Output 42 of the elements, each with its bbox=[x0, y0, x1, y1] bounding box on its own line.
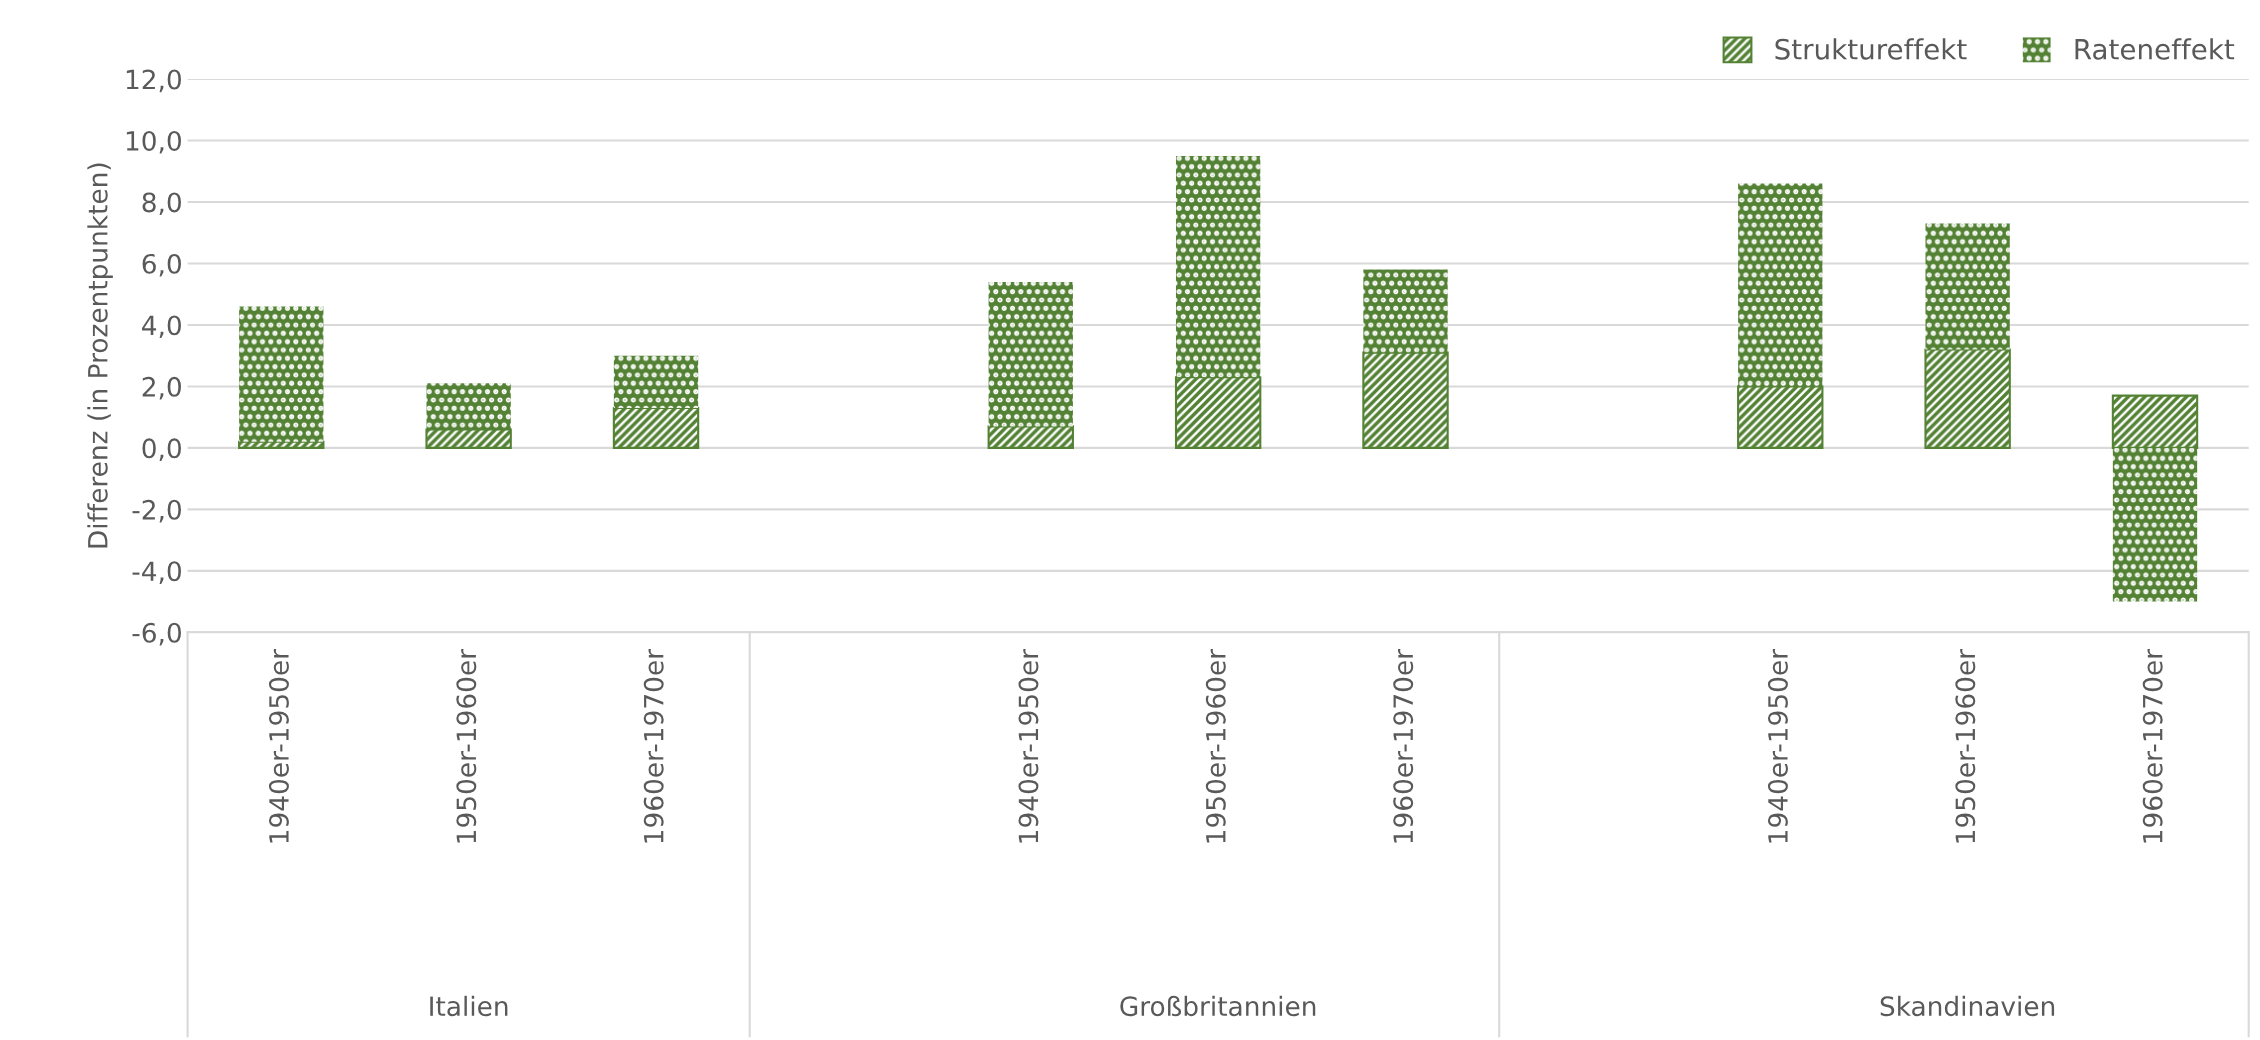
bar bbox=[2112, 447, 2198, 602]
y-tick-label: -6,0 bbox=[132, 622, 181, 646]
y-axis-title: Differenz (in Prozentpunkten) bbox=[87, 163, 113, 548]
bar bbox=[425, 428, 512, 449]
x-tick-label: 1960er-1970er bbox=[643, 648, 664, 843]
bar bbox=[1738, 183, 1823, 387]
x-tick-label: 1940er-1950er bbox=[1767, 648, 1788, 843]
y-tick-label: -2,0 bbox=[132, 499, 181, 523]
bar bbox=[2111, 394, 2199, 449]
bar bbox=[239, 306, 324, 442]
x-tick-label: 1950er-1960er bbox=[456, 648, 477, 843]
bar bbox=[612, 406, 700, 449]
x-tick-label: 1960er-1970er bbox=[2142, 648, 2163, 843]
text: Skandinavien bbox=[1880, 995, 2055, 1017]
y-tick-label: 10,0 bbox=[126, 130, 181, 154]
x-tick-label: 1960er-1970er bbox=[1393, 648, 1414, 843]
bar bbox=[1362, 351, 1449, 449]
y-tick-label: 12,0 bbox=[126, 69, 181, 93]
bar bbox=[1174, 376, 1262, 449]
y-tick-label: 8,0 bbox=[142, 192, 181, 216]
bar bbox=[426, 383, 511, 430]
bar bbox=[1363, 269, 1448, 353]
x-tick-label: 1940er-1950er bbox=[1018, 648, 1039, 843]
x-tick-label: 1950er-1960er bbox=[1955, 648, 1976, 843]
text: Italien bbox=[430, 995, 508, 1017]
bar bbox=[613, 355, 699, 408]
y-tick-label: 6,0 bbox=[142, 253, 181, 277]
legend-label: Rateneffekt bbox=[2075, 38, 2235, 60]
y-tick-label: 2,0 bbox=[142, 376, 181, 400]
bar bbox=[1175, 155, 1261, 378]
bar bbox=[1737, 385, 1824, 449]
x-tick-label: 1950er-1960er bbox=[1205, 648, 1226, 843]
y-tick-label: 4,0 bbox=[142, 315, 181, 339]
legend-label: Struktureffekt bbox=[1775, 38, 1967, 60]
bar bbox=[987, 425, 1074, 449]
text: Großbritannien bbox=[1120, 995, 1316, 1017]
bar bbox=[1924, 348, 2011, 449]
y-tick-label: 0,0 bbox=[142, 438, 181, 461]
x-tick-label: 1940er-1950er bbox=[268, 648, 289, 843]
y-tick-label: -4,0 bbox=[132, 561, 181, 584]
bar bbox=[988, 281, 1073, 427]
bar bbox=[1925, 223, 2010, 350]
